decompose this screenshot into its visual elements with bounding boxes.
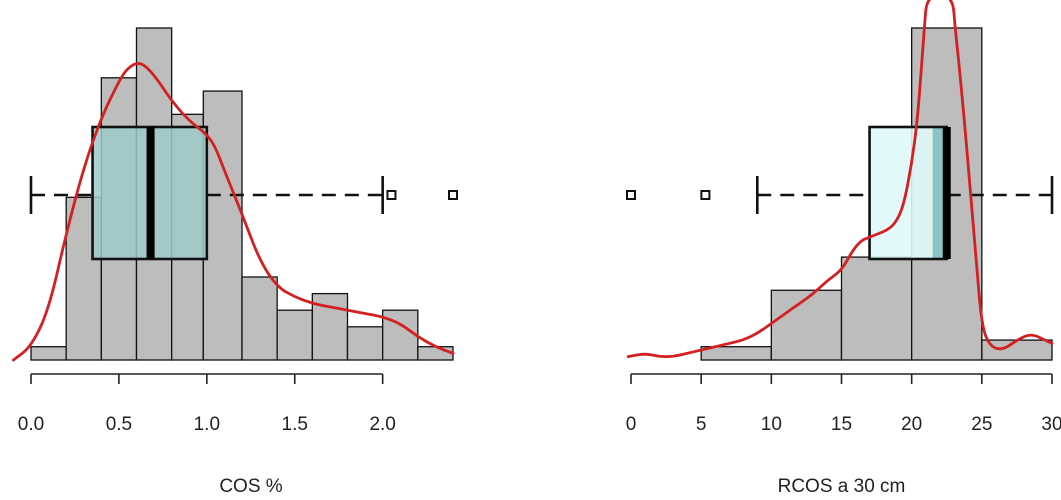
x-axis-title-rcos: RCOS a 30 cm — [778, 476, 906, 497]
histogram-bar — [202, 90, 243, 361]
boxplot-outlier — [448, 190, 458, 200]
histogram-bar — [241, 276, 278, 361]
x-axis-tick-label: 5 — [696, 414, 707, 435]
histogram-bar — [346, 326, 384, 361]
histogram-bar — [840, 256, 913, 361]
boxplot-outlier — [386, 190, 397, 200]
x-axis-tick-label: 2.0 — [369, 414, 395, 435]
x-axis-title-cos: COS % — [219, 476, 282, 497]
x-axis-tick-label: 15 — [831, 414, 852, 435]
boxplot-box-left — [869, 127, 933, 259]
x-axis-tick-label: 10 — [761, 414, 782, 435]
boxplot-outlier — [626, 190, 636, 200]
histogram-bar — [981, 339, 1053, 361]
cos-histogram-panel: 0.0 0.5 1.0 1.5 2.0 COS % — [12, 27, 458, 497]
histogram-bar — [276, 309, 313, 361]
x-axis-tick-label: 0 — [626, 414, 637, 435]
rcos-histogram-panel: 0 5 10 15 20 25 30 RCOS a 30 cm — [626, 0, 1061, 497]
histogram-bar — [30, 346, 67, 361]
x-axis-tick-label: 0.5 — [106, 414, 132, 435]
x-axis-tick-label: 30 — [1041, 414, 1061, 435]
x-axis-tick-label: 0.0 — [18, 414, 44, 435]
x-axis-tick-label: 20 — [901, 414, 922, 435]
x-axis-tick-label: 1.0 — [194, 414, 220, 435]
x-axis-tick-label: 1.5 — [282, 414, 308, 435]
density-curve — [626, 0, 1054, 359]
x-axis-tick-label: 25 — [971, 414, 992, 435]
histogram-bar — [770, 289, 843, 361]
density-curve — [12, 62, 455, 362]
histogram-bar — [417, 346, 454, 361]
boxplot-outlier — [700, 190, 711, 200]
